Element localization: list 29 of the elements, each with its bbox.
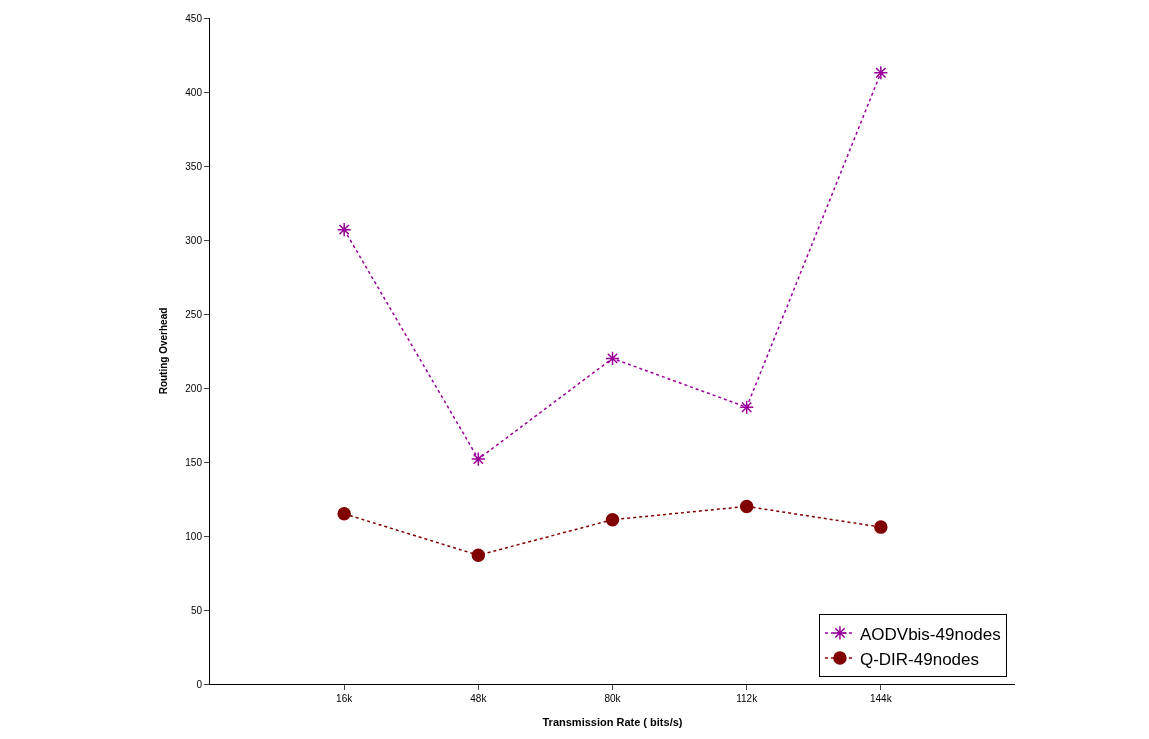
y-tick-label: 150: [185, 456, 203, 468]
y-axis-title: Routing Overhead: [158, 307, 170, 395]
x-tick-label: 16k: [336, 693, 354, 704]
x-tick-label: 80k: [604, 693, 622, 704]
x-tick-label: 144k: [869, 693, 893, 704]
y-tick-label: 200: [185, 382, 203, 394]
y-tick-label: 400: [185, 86, 203, 98]
point: [873, 65, 889, 81]
point: [605, 351, 620, 366]
point: [739, 499, 754, 514]
point: [739, 399, 755, 415]
y-tick-label: 50: [190, 604, 203, 616]
point: [470, 451, 486, 467]
y-tick-label: 350: [185, 160, 203, 172]
point: [337, 507, 351, 521]
legend-label: AODVbis-49nodes: [859, 624, 1001, 644]
x-tick-label: 48k: [470, 693, 488, 704]
y-tick-label: 100: [185, 530, 203, 542]
point: [471, 548, 486, 562]
point: [874, 520, 888, 534]
y-tick-label: 0: [196, 678, 203, 690]
x-tick-label: 112k: [736, 693, 759, 704]
legend-label: Q-DIR-49nodes: [859, 649, 980, 669]
y-tick-label: 250: [185, 308, 203, 320]
point: [336, 222, 352, 237]
x-axis-title: Transmission Rate ( bits/s): [542, 716, 683, 729]
y-tick-label: 300: [185, 234, 203, 246]
point: [605, 512, 620, 527]
y-tick-label: 450: [185, 12, 203, 24]
